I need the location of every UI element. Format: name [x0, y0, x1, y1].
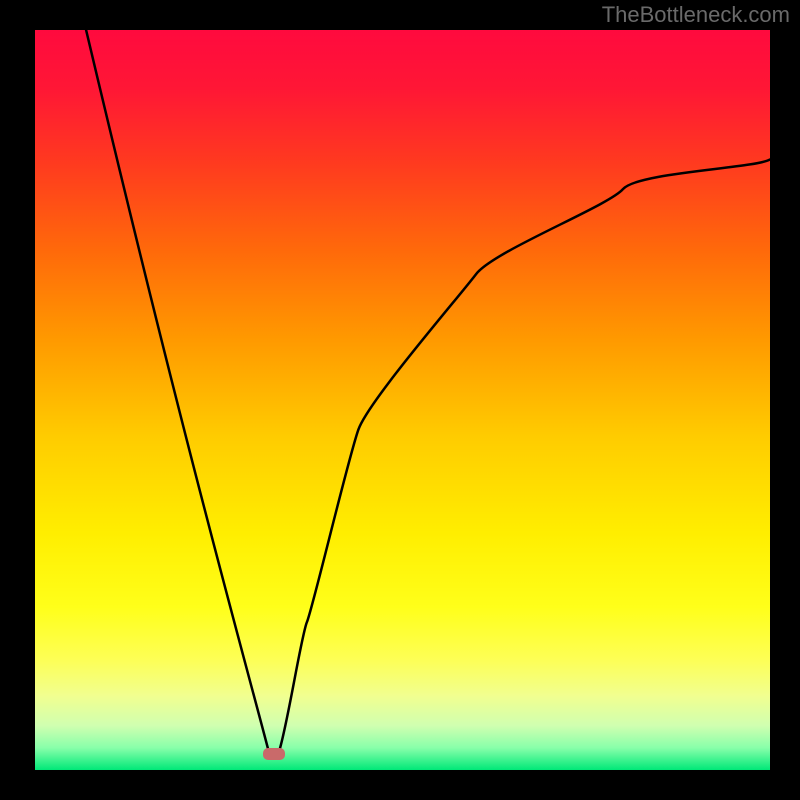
watermark-text: TheBottleneck.com	[602, 2, 790, 28]
optimal-point-marker	[263, 748, 285, 760]
plot-area	[35, 30, 770, 770]
bottleneck-curve	[35, 30, 770, 770]
